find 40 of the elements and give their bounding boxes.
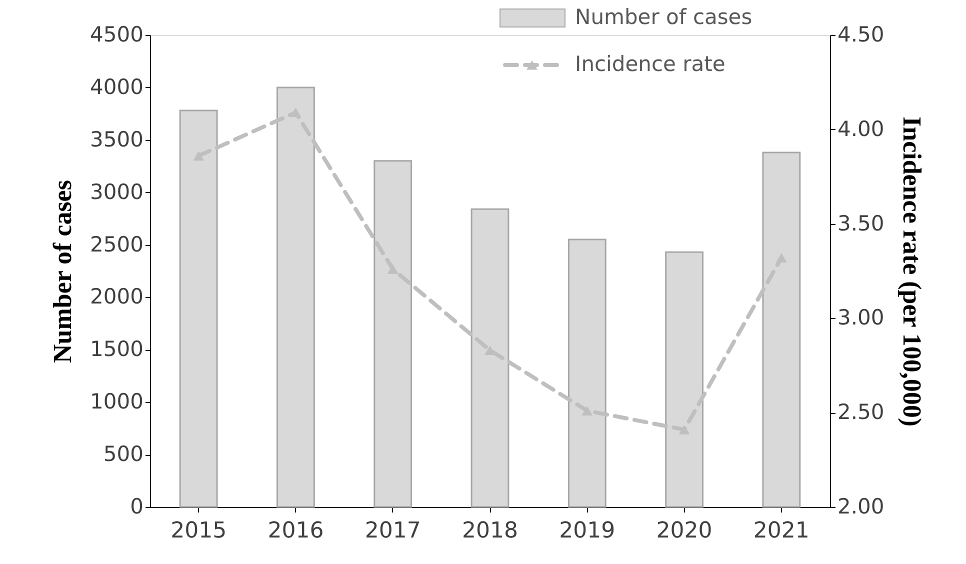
legend-label: Incidence rate — [575, 52, 726, 76]
point — [387, 264, 398, 274]
bar — [470, 208, 510, 508]
y2-tick-label: 4.50 — [838, 22, 884, 46]
x-tick-label: 2020 — [656, 518, 712, 544]
y-tick-label: 1000 — [90, 390, 144, 414]
y2-tick-label: 2.50 — [838, 400, 884, 424]
y-tick-label: 4000 — [90, 74, 144, 99]
x-tick-label: 2021 — [753, 518, 810, 544]
y-tick-label: 0 — [130, 494, 144, 518]
y2-tick-label: 2.00 — [838, 494, 884, 518]
bar — [276, 86, 315, 508]
bar — [179, 110, 218, 508]
y2-tick-label: 3.00 — [838, 306, 884, 330]
y-tick-label: 1500 — [90, 337, 144, 362]
y2-axis-title: Incidence rate (per 100,000) — [897, 116, 926, 427]
y-tick-label: 4500 — [90, 22, 144, 46]
bar — [374, 160, 412, 508]
x-tick-label: 2018 — [462, 518, 518, 544]
y-tick-label: 3500 — [90, 127, 144, 152]
y-tick-label: 3000 — [90, 180, 144, 204]
x-tick-label: 2017 — [364, 518, 421, 544]
point — [582, 406, 593, 416]
point — [678, 424, 690, 434]
x-tick-label: 2016 — [268, 518, 324, 544]
bar — [568, 238, 606, 508]
y2-tick-label: 4.00 — [838, 116, 884, 141]
y2-tick-label: 3.50 — [838, 211, 884, 236]
y-tick-label: 2500 — [90, 232, 144, 256]
bar — [762, 152, 801, 508]
bar — [665, 251, 704, 508]
y-tick-label: 500 — [103, 442, 144, 466]
x-tick-label: 2015 — [170, 518, 227, 544]
point — [776, 253, 787, 263]
x-tick-label: 2019 — [559, 518, 616, 544]
point — [290, 108, 302, 118]
legend-label: Number of cases — [575, 5, 752, 29]
point — [193, 151, 204, 161]
y-axis-title: Number of cases — [48, 180, 78, 363]
y-tick-label: 2000 — [90, 284, 144, 309]
